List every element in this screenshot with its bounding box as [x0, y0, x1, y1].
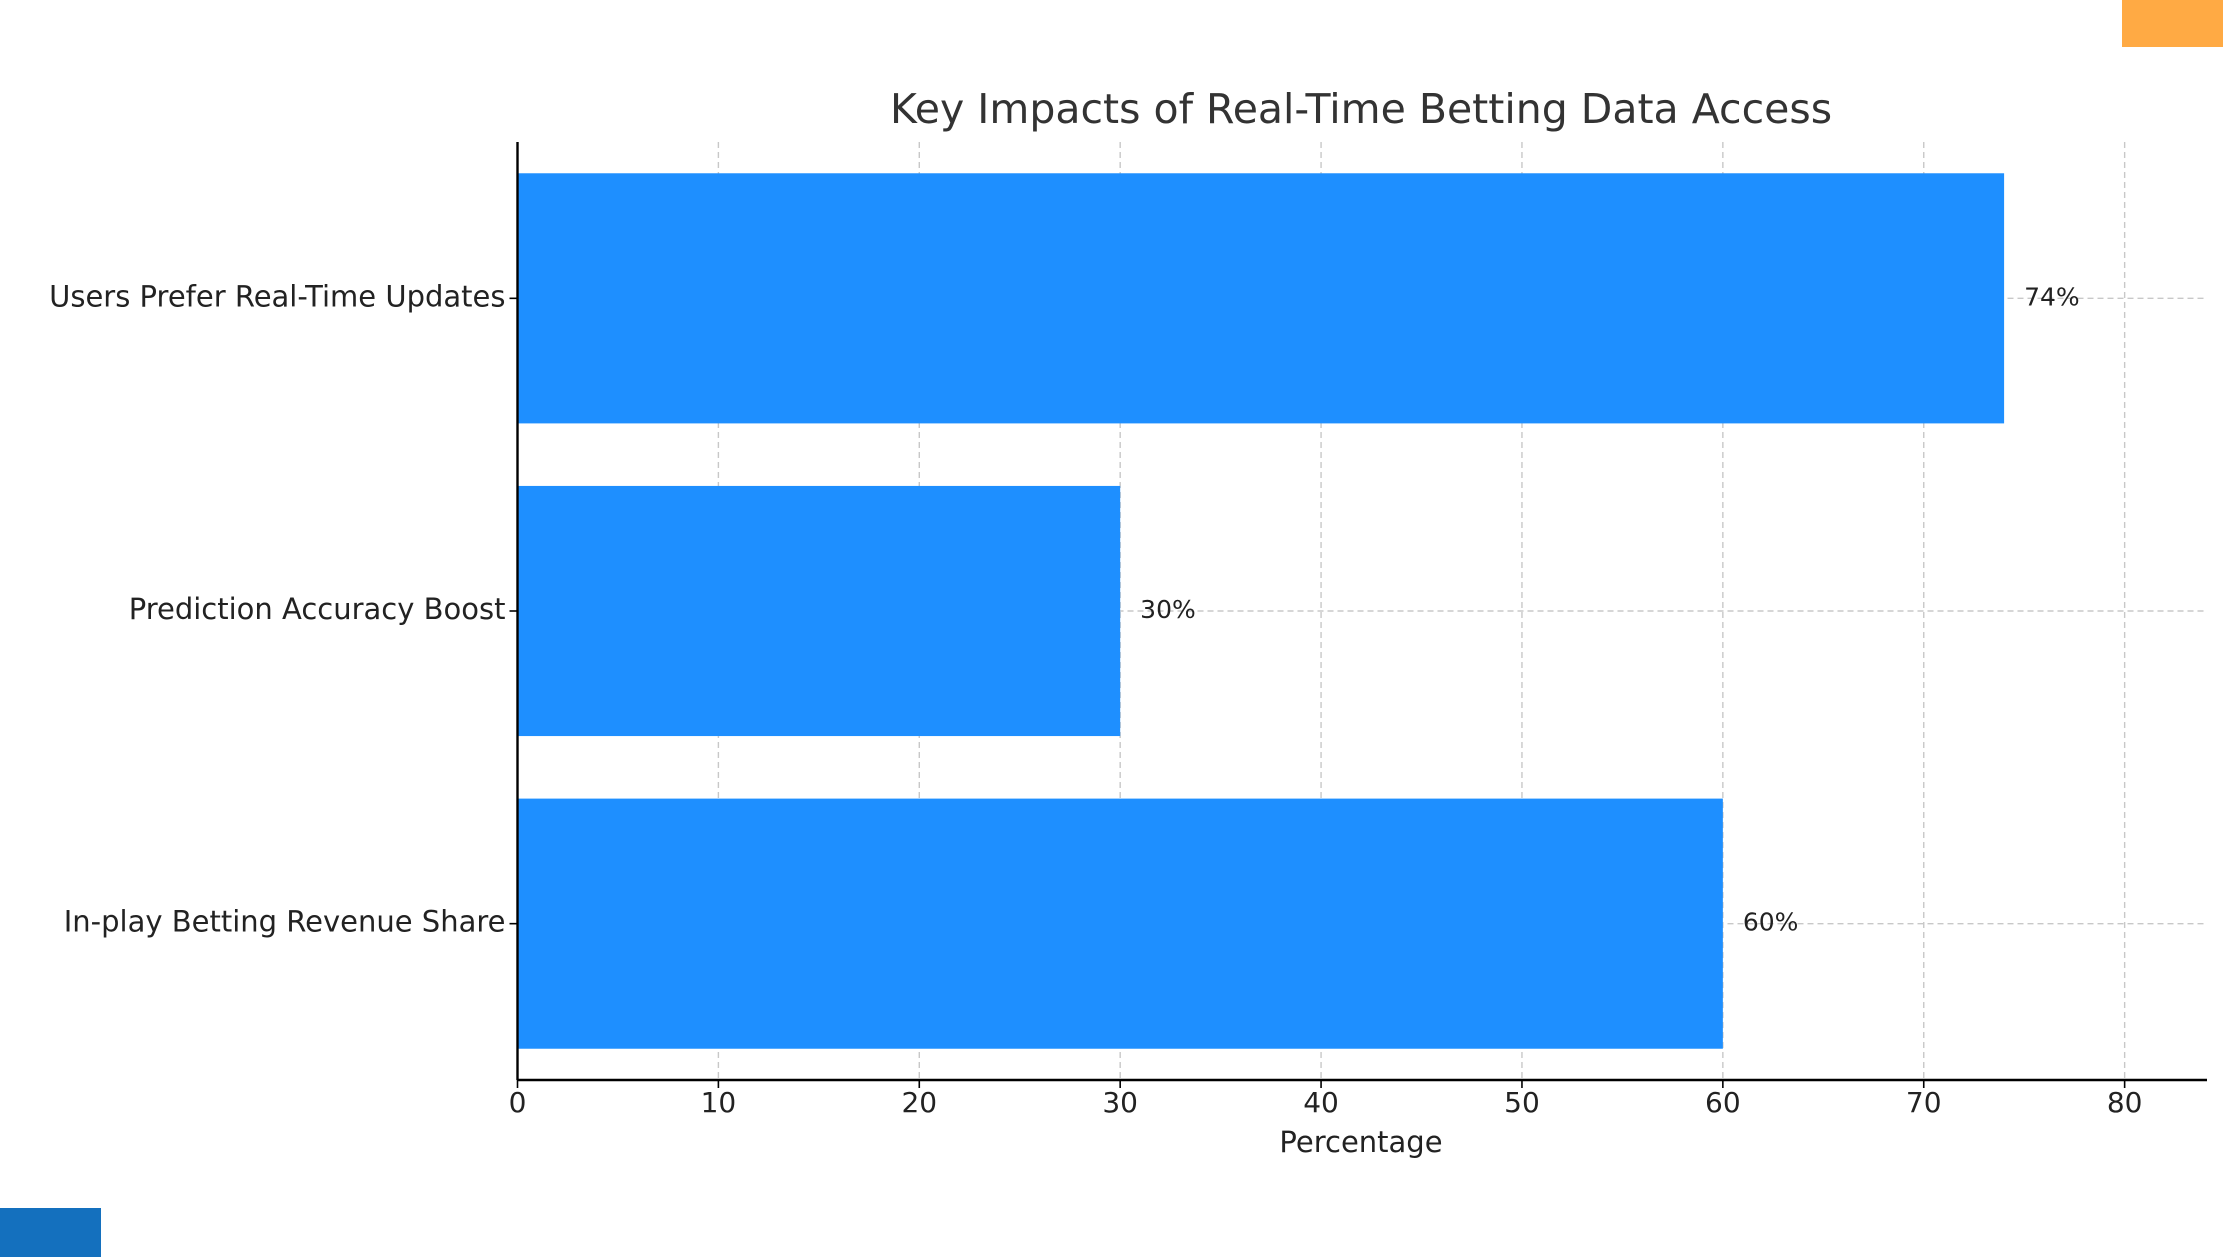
x-tick-label: 60: [1705, 1086, 1741, 1119]
x-tick-label: 50: [1504, 1086, 1540, 1119]
value-label: 60%: [1743, 908, 1799, 937]
x-tick-label: 30: [1102, 1086, 1138, 1119]
y-tick-label: Prediction Accuracy Boost: [129, 592, 506, 626]
corner-decoration: [0, 1208, 101, 1257]
x-tick-label: 10: [701, 1086, 737, 1119]
bar: [517, 798, 1723, 1049]
y-tick-label: Users Prefer Real-Time Updates: [49, 279, 505, 313]
bar: [517, 173, 2005, 424]
x-tick-label: 80: [2107, 1086, 2143, 1119]
value-label: 30%: [1140, 595, 1196, 624]
chart-title: Key Impacts of Real-Time Betting Data Ac…: [890, 85, 1832, 133]
x-tick-label: 70: [1906, 1086, 1942, 1119]
x-tick-label: 0: [509, 1086, 527, 1119]
x-tick-label: 20: [901, 1086, 937, 1119]
corner-decoration: [2122, 0, 2223, 47]
y-tick-label: In-play Betting Revenue Share: [64, 905, 506, 939]
x-axis-label: Percentage: [1279, 1125, 1442, 1159]
value-label: 74%: [2024, 282, 2080, 311]
bar: [517, 485, 1121, 737]
x-tick-label: 40: [1303, 1086, 1339, 1119]
